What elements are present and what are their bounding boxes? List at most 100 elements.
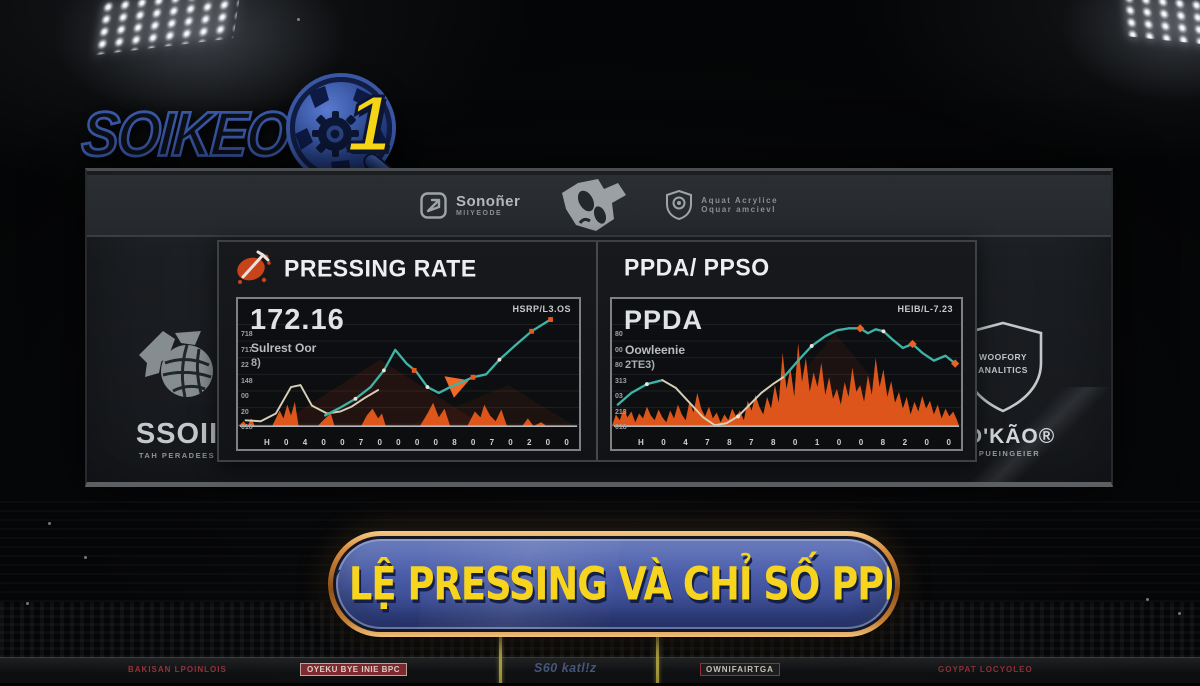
y-tick-label: 00 bbox=[615, 346, 623, 354]
ad-sign: GOYPAT LOCYOLEO bbox=[938, 665, 1033, 674]
x-tick-label: 7 bbox=[358, 438, 364, 447]
y-tick-label: 213 bbox=[615, 408, 627, 416]
distant-light bbox=[48, 522, 51, 525]
distant-light bbox=[1146, 598, 1149, 601]
ppda-corner-label: HEIB/L-7.23 bbox=[897, 304, 953, 314]
distant-light bbox=[1178, 612, 1181, 615]
goalpost-left bbox=[499, 634, 502, 686]
pressing-sub2: 8) bbox=[251, 357, 261, 369]
x-tick-label: 8 bbox=[727, 438, 732, 447]
sponsor-sub: MIIYEODE bbox=[455, 210, 503, 217]
gear-icon bbox=[312, 111, 359, 157]
x-tick-label: 7 bbox=[749, 438, 754, 447]
scoreboard-screen: Sonoñer MIIYEODE Aquat Acrylice Oquar bbox=[85, 168, 1113, 487]
x-tick-label: 7 bbox=[489, 438, 495, 447]
pressing-corner-label: HSRP/L3.OS bbox=[512, 304, 571, 314]
center-emblem-icon bbox=[562, 179, 627, 231]
soikeo-logo: SOIKEO bbox=[78, 75, 460, 210]
x-tick-label: 2 bbox=[526, 438, 532, 447]
sponsor-name: Sonoñer bbox=[455, 193, 521, 210]
distant-light bbox=[26, 602, 29, 605]
banner-face: TỶ LỆ PRESSING VÀ CHỈ SỐ PPDA bbox=[336, 539, 892, 629]
shield-line1: WOOFORY bbox=[978, 352, 1028, 362]
screen-sheen bbox=[961, 387, 1111, 482]
screen-header-band: Sonoñer MIIYEODE Aquat Acrylice Oquar bbox=[87, 175, 1111, 237]
sponsor-line1: Aquat Acrylice bbox=[701, 196, 779, 205]
pressing-rate-header: PRESSING RATE bbox=[219, 242, 596, 286]
x-tick-label: 0 bbox=[836, 438, 842, 447]
y-tick-label: 717 bbox=[241, 346, 253, 354]
ppda-title: PPDA/ PPSO bbox=[624, 253, 770, 281]
x-tick-label: 0 bbox=[545, 438, 551, 447]
y-tick-label: 313 bbox=[615, 377, 627, 385]
banner-ring: TỶ LỆ PRESSING VÀ CHỈ SỐ PPDA bbox=[333, 536, 895, 632]
x-tick-label: 0 bbox=[470, 438, 476, 447]
x-tick-label: 0 bbox=[792, 438, 798, 447]
ppda-header: PPDA/ PPSO bbox=[598, 242, 975, 281]
x-tick-label: 8 bbox=[770, 438, 776, 447]
x-tick-label: 8 bbox=[452, 438, 457, 447]
x-tick-label: 0 bbox=[377, 438, 382, 447]
x-tick-label: 0 bbox=[946, 438, 951, 447]
stats-panel: PRESSING RATE 172.16 Sulrest Oor 8) HSRP… bbox=[217, 240, 977, 462]
y-tick-label: 80 bbox=[615, 331, 623, 338]
x-tick-label: 0 bbox=[284, 438, 289, 447]
sponsor-sononer: Sonoñer MIIYEODE bbox=[420, 191, 521, 219]
y-tick-label: 20 bbox=[241, 408, 249, 416]
x-tick-label: 0 bbox=[396, 438, 401, 447]
ppda-x-axis: H 0 4 7 8 7 8 0 1 0 0 8 2 0 0 bbox=[638, 438, 951, 447]
pressing-value: 172.16 bbox=[250, 304, 345, 336]
soccer-magnifier-icon: 1 bbox=[290, 77, 413, 198]
pressing-y-axis: 718 717 22 148 00 20 018 bbox=[241, 331, 253, 431]
sponsor-arrow-icon bbox=[420, 191, 447, 219]
x-tick-label: 0 bbox=[433, 438, 438, 447]
x-tick-label: 4 bbox=[683, 438, 688, 447]
x-tick-label: H bbox=[264, 438, 270, 447]
pressing-x-axis: H 0 4 0 0 7 0 0 0 0 8 0 7 0 2 0 0 bbox=[264, 438, 569, 447]
right-badge-subtitle: ESPUEINGEIER bbox=[923, 449, 1083, 458]
x-tick-label: 0 bbox=[414, 438, 420, 447]
floodlight-left bbox=[92, 0, 242, 56]
x-tick-label: 0 bbox=[321, 438, 326, 447]
y-tick-label: 00 bbox=[241, 393, 249, 400]
pressing-sub1: Sulrest Oor bbox=[251, 341, 317, 355]
y-tick-label: 80 bbox=[615, 362, 623, 369]
left-badge-title: SSOII bbox=[135, 418, 219, 450]
x-tick-label: 0 bbox=[564, 438, 569, 447]
shield-text: WOOFORY ANALITICS bbox=[961, 351, 1045, 377]
ppda-label: PPDA bbox=[624, 305, 704, 335]
ad-sign: OWNIFAIRTGA bbox=[700, 663, 780, 676]
ppda-chart: PPDA Oowleenie 2TE3) HEIB/L-7.23 80 00 80 3… bbox=[610, 297, 963, 451]
pressing-ball-pick-icon bbox=[237, 250, 271, 284]
distant-light bbox=[84, 556, 87, 559]
y-tick-label: 718 bbox=[241, 331, 253, 338]
foreground-edge bbox=[0, 683, 1200, 686]
ppda-chart-svg bbox=[612, 323, 961, 427]
pressing-rate-title: PRESSING RATE bbox=[284, 253, 477, 282]
y-tick-label: 018 bbox=[615, 424, 627, 431]
y-tick-label: 22 bbox=[241, 362, 249, 369]
x-tick-label: 7 bbox=[705, 438, 710, 447]
x-tick-label: 2 bbox=[902, 438, 908, 447]
ppda-panel: PPDA/ PPSO PPDA Oowleenie 2TE3) HEIB/L-7… bbox=[596, 242, 975, 460]
ad-sign: BAKISAN LPOINLOIS bbox=[128, 665, 227, 674]
ppda-sub2: 2TE3) bbox=[625, 359, 655, 371]
x-tick-label: 4 bbox=[302, 438, 308, 447]
left-team-badge: SSOII TAH PERADEES bbox=[101, 329, 253, 460]
ppda-y-axis: 80 00 80 313 03 213 018 bbox=[615, 331, 627, 431]
title-banner: TỶ LỆ PRESSING VÀ CHỈ SỐ PPDA bbox=[328, 531, 900, 637]
x-tick-label: 1 bbox=[814, 438, 820, 447]
ad-board-strip: BAKISAN LPOINLOIS OYEKU BYE INIE BPC S60… bbox=[0, 657, 1200, 683]
left-badge-subtitle: TAH PERADEES bbox=[138, 451, 216, 460]
shield-line2: ANALITICS bbox=[978, 364, 1028, 375]
x-tick-label: 0 bbox=[858, 438, 864, 447]
x-tick-label: 0 bbox=[508, 438, 513, 447]
banner-title: TỶ LỆ PRESSING VÀ CHỈ SỐ PPDA bbox=[336, 557, 892, 611]
distant-light bbox=[297, 18, 300, 21]
y-tick-label: 148 bbox=[241, 377, 253, 385]
x-tick-label: 0 bbox=[924, 438, 929, 447]
ppda-sub1: Oowleenie bbox=[625, 343, 686, 357]
y-tick-label: 018 bbox=[241, 424, 253, 431]
logo-number: 1 bbox=[346, 78, 393, 170]
x-tick-label: 0 bbox=[340, 438, 345, 447]
